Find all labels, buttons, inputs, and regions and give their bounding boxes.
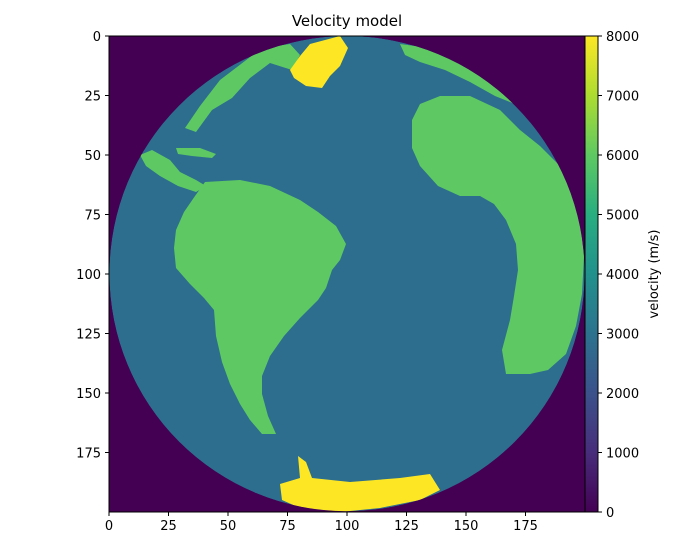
x-tick-label: 175 — [513, 519, 538, 534]
chart-title: Velocity model — [292, 12, 402, 30]
y-tick-label: 125 — [76, 328, 101, 343]
colorbar-tick-label: 3000 — [606, 328, 639, 343]
x-tick-label: 125 — [394, 519, 419, 534]
colorbar-tick-label: 7000 — [606, 90, 639, 105]
colorbar-tick-label: 0 — [606, 506, 614, 521]
colorbar-tick-label: 5000 — [606, 209, 639, 224]
y-tick-label: 25 — [84, 90, 101, 105]
colorbar-tick-label: 2000 — [606, 387, 639, 402]
ice-north — [290, 36, 348, 88]
x-tick-label: 50 — [220, 519, 237, 534]
x-tick-label: 75 — [279, 519, 296, 534]
land-north — [185, 44, 300, 132]
y-axis-ticks: 0 25 50 75 100 125 150 175 — [76, 30, 109, 462]
x-tick-label: 0 — [105, 519, 113, 534]
colorbar-tick-label: 1000 — [606, 447, 639, 462]
land-north-east — [400, 44, 530, 106]
y-tick-label: 75 — [84, 209, 101, 224]
colorbar-ticks: 0 1000 2000 3000 4000 5000 6000 7000 8000 — [598, 30, 639, 521]
land-caribbean — [176, 148, 216, 158]
colorbar-label: velocity (m/s) — [647, 230, 662, 319]
colorbar-tick-label: 4000 — [606, 268, 639, 283]
colorbar-tick-label: 6000 — [606, 149, 639, 164]
y-tick-label: 150 — [76, 387, 101, 402]
y-tick-label: 100 — [76, 268, 101, 283]
x-tick-label: 150 — [454, 519, 479, 534]
land-africa — [412, 96, 584, 374]
x-axis-ticks: 0 25 50 75 100 125 150 175 — [105, 512, 538, 534]
colorbar-tick-label: 8000 — [606, 30, 639, 45]
y-tick-label: 50 — [84, 149, 101, 164]
ice-south — [280, 456, 440, 512]
ocean-region — [109, 36, 585, 512]
y-tick-label: 175 — [76, 447, 101, 462]
x-tick-label: 25 — [160, 519, 177, 534]
colorbar: 0 1000 2000 3000 4000 5000 6000 7000 8000 veloci… — [584, 30, 662, 521]
heatmap-plot-area — [109, 36, 585, 512]
land-south-america — [174, 180, 346, 434]
x-tick-label: 100 — [335, 519, 360, 534]
colorbar-gradient — [584, 35, 599, 513]
y-tick-label: 0 — [93, 30, 101, 45]
land-central-america — [140, 150, 206, 192]
